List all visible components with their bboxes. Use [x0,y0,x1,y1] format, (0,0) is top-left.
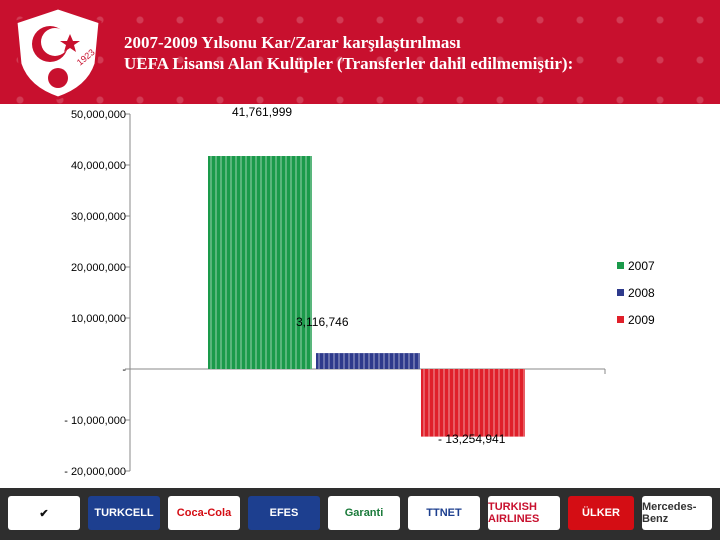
title-line-2: UEFA Lisansı Alan Kulüpler (Transferler … [124,54,574,73]
title-line-1: 2007-2009 Yılsonu Kar/Zarar karşılaştırı… [124,33,461,52]
bar-chart: 50,000,000 40,000,000 30,000,000 20,000,000… [64,105,655,478]
bar-2009 [421,369,525,437]
mercedes-benz-logo: Mercedes-Benz [642,496,712,530]
y-tick-label: - [122,364,126,376]
y-tick-label: - 20,000,000 [64,466,126,478]
legend-swatch-2007 [617,262,624,269]
tff-logo-icon: 1923 [14,6,102,100]
legend-label-2007: 2007 [628,259,655,273]
bar-2007 [208,156,312,369]
y-tick-label: 20,000,000 [71,262,126,274]
page-title: 2007-2009 Yılsonu Kar/Zarar karşılaştırı… [124,32,704,74]
data-label-2009: - 13,254,941 [438,432,506,446]
turkcell-logo: TURKCELL [88,496,160,530]
ulker-logo: ÜLKER [568,496,634,530]
nike-logo: ✔ [8,496,80,530]
efes-logo: EFES [248,496,320,530]
garanti-logo: Garanti [328,496,400,530]
ttnet-logo: TTNET [408,496,480,530]
y-tick-label: 50,000,000 [71,109,126,121]
legend-swatch-2009 [617,316,624,323]
y-tick-label: - 10,000,000 [64,415,126,427]
y-tick-label: 30,000,000 [71,211,126,223]
coca-cola-logo: Coca-Cola [168,496,240,530]
legend-label-2008: 2008 [628,286,655,300]
header-banner: 1923 2007-2009 Yılsonu Kar/Zarar karşıla… [0,0,720,104]
y-tick-label: 10,000,000 [71,313,126,325]
header-pattern [0,0,720,104]
data-label-2007: 41,761,999 [232,105,292,119]
turkish-airlines-logo: TURKISH AIRLINES [488,496,560,530]
legend-label-2009: 2009 [628,313,655,327]
sponsor-strip: ✔ TURKCELL Coca-Cola EFES Garanti TTNET TURKIS… [0,488,720,540]
legend-swatch-2008 [617,289,624,296]
data-label-2008: 3,116,746 [296,315,349,329]
y-tick-label: 40,000,000 [71,160,126,172]
